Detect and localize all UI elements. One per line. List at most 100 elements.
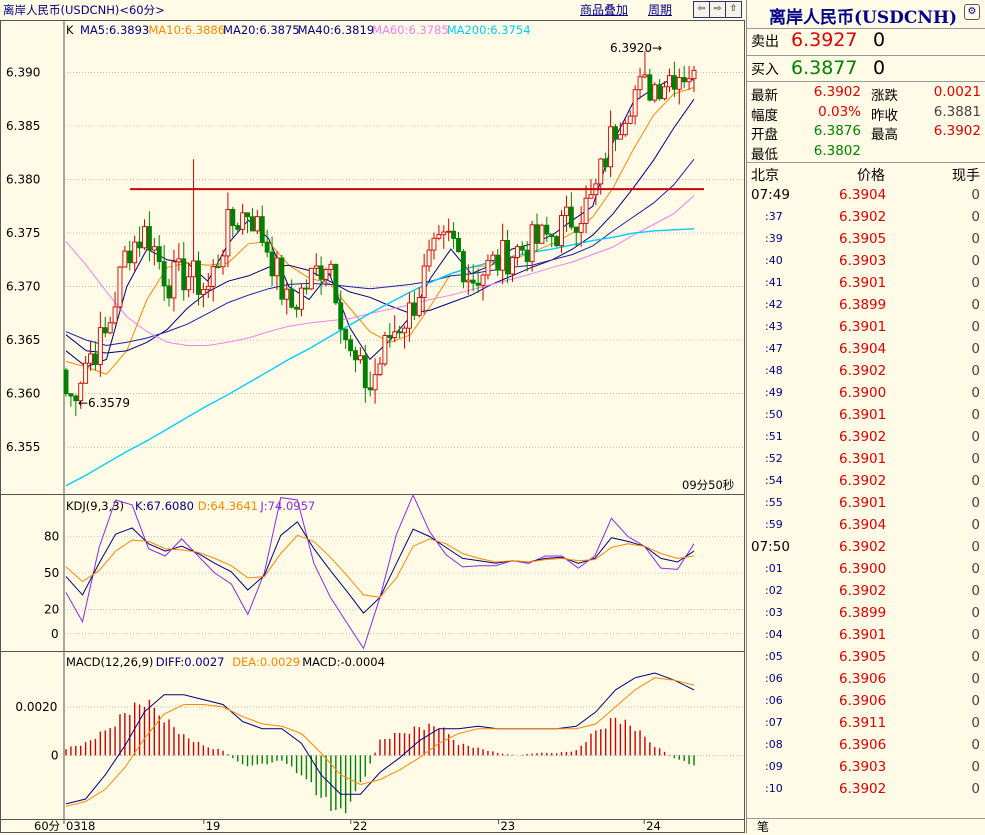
candle-body [534, 224, 540, 244]
price-tick-label: 6.385 [6, 119, 40, 133]
candle-body [426, 249, 432, 267]
price-tick-label: 6.365 [6, 333, 40, 347]
candle-body [563, 206, 569, 216]
tick-price: 6.3899 [839, 297, 887, 313]
tick-time: :03 [765, 606, 783, 619]
tick-volume: 0 [971, 451, 980, 467]
candle-body [68, 393, 74, 397]
tick-time: :37 [765, 210, 783, 223]
stat-value: 0.0021 [933, 84, 981, 100]
stat-value: 6.3876 [813, 123, 861, 139]
tick-price: 6.3905 [839, 649, 887, 665]
candle-body [637, 76, 643, 91]
macd-tick-label: 0 [51, 748, 59, 762]
candle-body [367, 387, 373, 391]
candle-body [186, 276, 192, 291]
ma-line-ma5 [65, 77, 695, 368]
candle-body [318, 265, 324, 280]
kdj-line-j [65, 493, 695, 650]
candle-body [235, 225, 241, 230]
price-tick-label: 6.360 [6, 387, 40, 401]
product-overlay-menu[interactable]: 商品叠加 [580, 3, 629, 17]
candle-body [353, 350, 358, 361]
tick-time: :54 [765, 474, 783, 487]
tick-time: :41 [765, 276, 783, 289]
low-price-label: ←6.3579 [78, 396, 130, 410]
candle-body [500, 240, 506, 271]
tick-volume: 0 [971, 781, 980, 797]
tick-time: :06 [765, 672, 783, 685]
price-chart-title: K [66, 23, 74, 37]
candle-body [176, 258, 182, 263]
settings-icon[interactable]: ⚙ [964, 4, 980, 20]
candle-body [92, 353, 98, 365]
tick-time: :07 [765, 716, 783, 729]
candle-body [421, 265, 427, 299]
chart-frame [0, 20, 745, 833]
macd-line-dea [65, 677, 695, 807]
candle-body [328, 263, 334, 270]
tick-time: :08 [765, 738, 783, 751]
candle-body [294, 306, 300, 310]
candle-body [519, 246, 525, 251]
tick-time: :55 [765, 496, 783, 509]
candle-body [456, 237, 461, 253]
buy-price: 6.3877 [791, 57, 858, 79]
tick-price: 6.3905 [839, 231, 887, 247]
candle-body [505, 240, 511, 275]
tick-header-time: 北京 [751, 168, 779, 184]
tick-volume: 0 [971, 231, 980, 247]
tick-volume: 0 [971, 187, 980, 203]
tick-time: :04 [765, 628, 783, 641]
candle-body [652, 84, 658, 101]
candle-body [622, 122, 628, 136]
candle-body [608, 126, 614, 168]
tick-volume: 0 [971, 759, 980, 775]
candle-body [431, 237, 437, 251]
candle-body [632, 89, 638, 117]
tick-time: :40 [765, 254, 783, 267]
tick-price: 6.3911 [839, 715, 887, 731]
nav-right-button[interactable]: ⇨ [709, 1, 726, 18]
tick-volume: 0 [971, 363, 980, 379]
tick-volume: 0 [971, 561, 980, 577]
candle-body [127, 250, 133, 264]
candle-body [63, 369, 69, 395]
quote-title: 离岸人民币(USDCNH) [769, 8, 958, 28]
x-axis-label: 22 [353, 819, 368, 833]
candle-body [451, 230, 457, 239]
footer-label: 笔 [757, 820, 770, 834]
tick-volume: 0 [971, 275, 980, 291]
tick-price: 6.3899 [839, 605, 887, 621]
tick-price: 6.3901 [839, 451, 887, 467]
tick-time: :39 [765, 232, 783, 245]
stat-value: 6.3902 [933, 123, 981, 139]
candle-body [598, 158, 604, 185]
tick-price: 6.3900 [839, 385, 887, 401]
candle-body [362, 355, 368, 389]
macd-legend-dea: DEA:0.0029 [232, 655, 300, 669]
candle-body [112, 306, 118, 324]
period-menu[interactable]: 周期 [648, 3, 673, 17]
tick-price: 6.3904 [839, 517, 887, 533]
candle-body [279, 257, 285, 300]
candle-body [681, 76, 687, 83]
stat-label: 昨收 [871, 107, 898, 124]
macd-legend-macd: MACD:-0.0004 [302, 655, 385, 669]
tick-header-volume: 现手 [952, 168, 980, 184]
nav-up-button[interactable]: ⇧ [725, 1, 742, 18]
candle-body [142, 226, 147, 249]
candle-body [465, 279, 471, 283]
candle-body [323, 269, 329, 280]
ma-line-ma40 [65, 158, 695, 347]
candle-body [196, 260, 201, 295]
candle-body [230, 209, 236, 226]
chart-area[interactable]: 6.390 6.385 6.380 6.375 6.370 6.365 6.360 6.355… [0, 0, 746, 833]
tick-time: :51 [765, 430, 783, 443]
window-title: 离岸人民币(USDCNH)<60分> [3, 3, 165, 17]
candle-body [225, 209, 231, 257]
tick-volume: 0 [971, 671, 980, 687]
candle-body [122, 250, 128, 268]
candle-body [73, 395, 79, 402]
candle-body [264, 242, 270, 253]
